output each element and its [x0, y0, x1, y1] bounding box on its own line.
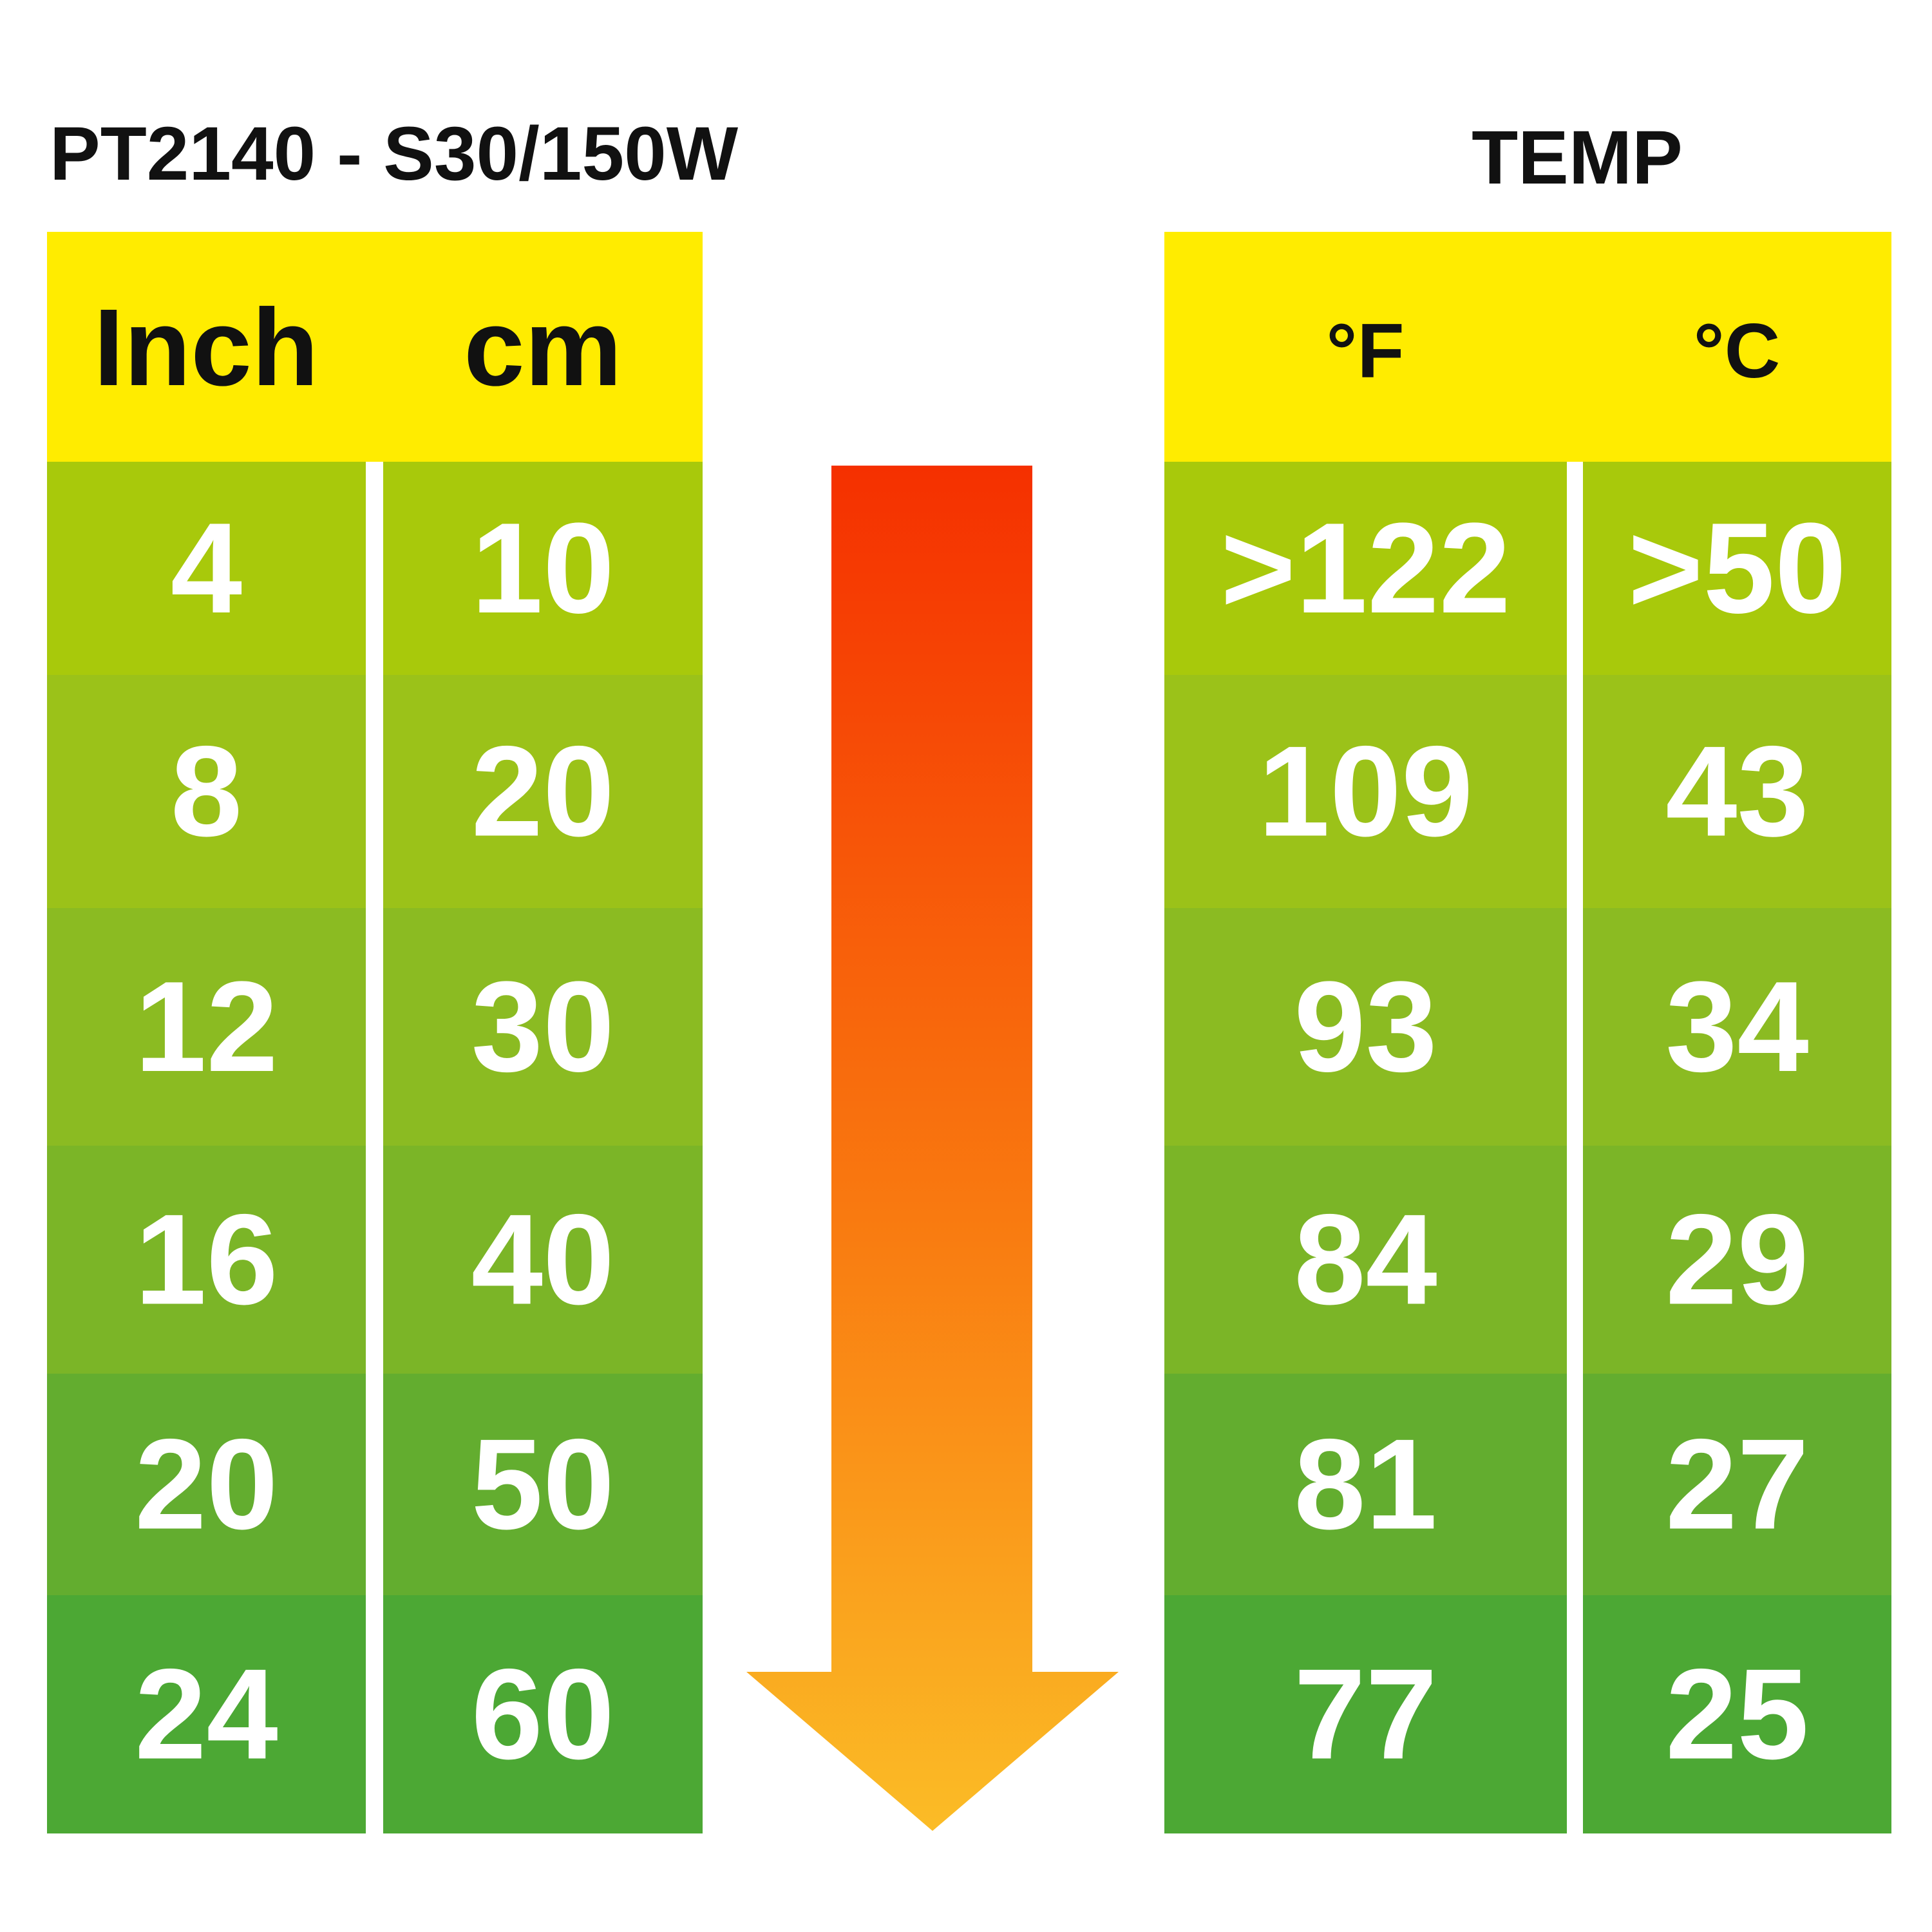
cell-value: 109: [1258, 720, 1473, 864]
cell-bg: [1583, 675, 1891, 908]
cell-bg: [1583, 462, 1891, 675]
cell-value: 50: [471, 1413, 614, 1557]
cell-bg: [47, 1374, 366, 1595]
right-title: TEMP: [1472, 115, 1683, 200]
cell-value: 60: [471, 1643, 614, 1786]
header-cm: cm: [464, 287, 622, 409]
cell-value: 24: [135, 1643, 278, 1786]
cell-value: 93: [1294, 955, 1437, 1099]
cell-value: 77: [1294, 1643, 1437, 1786]
cell-bg: [1583, 908, 1891, 1146]
cell-value: 27: [1665, 1413, 1808, 1557]
cell-bg: [47, 1595, 366, 1833]
cell-value: 29: [1665, 1188, 1808, 1332]
right-header-bg: [1164, 232, 1891, 462]
cell-value: 25: [1665, 1643, 1808, 1786]
header-celsius: °C: [1694, 308, 1781, 394]
heat-arrow: [746, 466, 1119, 1831]
cell-value: >122: [1220, 497, 1511, 640]
cell-bg: [383, 1595, 703, 1833]
cell-value: 30: [471, 955, 614, 1099]
cell-bg: [1583, 1146, 1891, 1374]
cell-value: 84: [1294, 1188, 1437, 1332]
cell-value: 12: [135, 955, 278, 1099]
cell-value: 43: [1665, 720, 1808, 864]
cell-bg: [1164, 1374, 1567, 1595]
table-cells: 4 10 8 20 12 30 16 40 20 50 24 60 >122 >50 109 43 93 34 84…: [47, 462, 1891, 1833]
cell-bg: [47, 1146, 366, 1374]
header-inch: Inch: [93, 287, 318, 409]
cell-bg: [47, 675, 366, 908]
left-title: PT2140 - S30/150W: [50, 111, 739, 196]
cell-bg: [1164, 462, 1567, 675]
cell-value: >50: [1628, 497, 1846, 640]
cell-bg: [1164, 1595, 1567, 1833]
cell-bg: [1164, 1146, 1567, 1374]
cell-value: 8: [171, 720, 242, 864]
header-fahrenheit: °F: [1326, 308, 1404, 394]
cell-bg: [383, 1374, 703, 1595]
cell-bg: [47, 462, 366, 675]
cell-value: 81: [1294, 1413, 1437, 1557]
cell-bg: [383, 462, 703, 675]
cell-value: 10: [471, 497, 614, 640]
cell-bg: [383, 1146, 703, 1374]
left-header-bg: [47, 232, 703, 462]
cell-value: 34: [1665, 955, 1808, 1099]
cell-value: 16: [135, 1188, 278, 1332]
cell-value: 20: [135, 1413, 278, 1557]
cell-bg: [383, 675, 703, 908]
cell-bg: [1583, 1374, 1891, 1595]
cell-bg: [1164, 675, 1567, 908]
cell-value: 20: [471, 720, 614, 864]
cell-bg: [383, 908, 703, 1146]
cell-bg: [1164, 908, 1567, 1146]
cell-bg: [1583, 1595, 1891, 1833]
cell-value: 4: [171, 497, 242, 640]
cell-bg: [47, 908, 366, 1146]
cell-value: 40: [471, 1188, 614, 1332]
